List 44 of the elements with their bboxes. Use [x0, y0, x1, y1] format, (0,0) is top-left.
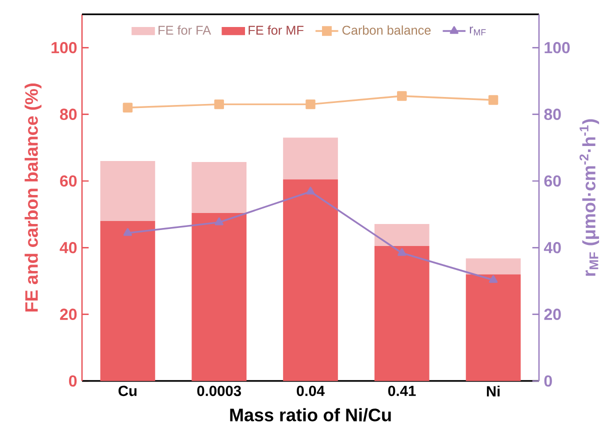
y-tick-label: 100 — [52, 42, 77, 54]
x-tick-label: 0.41 — [388, 386, 416, 396]
y2-axis-title: r$_{MF}$ (μmol·cm$^{-2}$·h$^{-1}$) — [580, 119, 600, 276]
y2-tick-label: 60 — [544, 175, 561, 187]
x-tick-label: Ni — [486, 386, 500, 396]
point — [214, 99, 224, 110]
bar — [374, 246, 430, 381]
point — [306, 99, 316, 110]
bar — [192, 212, 247, 381]
y-tick-label: 0 — [69, 375, 77, 387]
y-tick-label: 80 — [60, 108, 77, 120]
y-tick-label: 60 — [60, 175, 77, 187]
bar — [283, 138, 338, 180]
y2-tick-label: 20 — [544, 308, 561, 320]
x-tick-label: 0.04 — [296, 386, 325, 396]
bar — [192, 162, 247, 213]
bar — [466, 274, 521, 381]
y-tick-label: 40 — [60, 242, 77, 254]
y2-tick-label: 80 — [544, 108, 561, 120]
point — [397, 91, 407, 101]
bar — [100, 160, 156, 221]
legend-label: FE for MF — [248, 25, 304, 35]
point — [122, 102, 133, 113]
legend-label: Carbon balance — [342, 25, 431, 35]
y2-tick-label: 40 — [544, 242, 561, 254]
point — [488, 95, 498, 105]
x-tick-label: Cu — [118, 386, 137, 396]
bar — [100, 220, 156, 381]
legend-label: r$_{MF}$ — [470, 26, 486, 36]
bar — [466, 258, 521, 274]
point — [214, 217, 224, 226]
x-axis-title: Mass ratio of Ni/Cu — [230, 408, 391, 422]
point — [488, 275, 498, 283]
point — [306, 186, 315, 195]
y-axis-title: FE and carbon balance (%) — [24, 84, 42, 312]
bar — [283, 179, 338, 381]
legend-label: FE for FA — [158, 25, 212, 35]
bar — [374, 224, 430, 246]
y2-tick-label: 100 — [544, 42, 570, 54]
point — [123, 228, 132, 236]
point — [398, 248, 406, 256]
y-tick-label: 20 — [60, 308, 77, 320]
x-tick-label: 0.0003 — [197, 386, 241, 396]
y2-tick-label: 0 — [544, 375, 552, 387]
